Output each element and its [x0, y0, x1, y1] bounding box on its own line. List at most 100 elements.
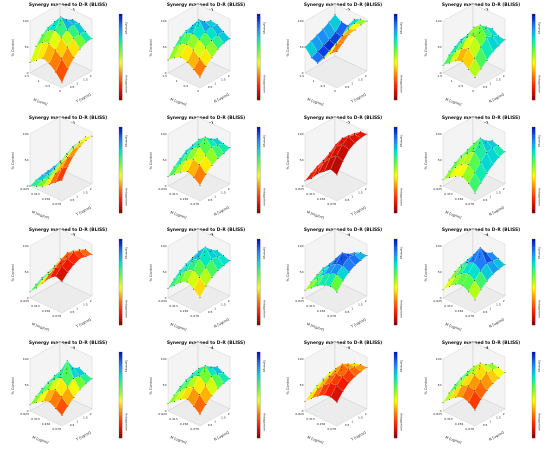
data-point — [78, 140, 80, 142]
legend-antagonism-label: Antagonism — [400, 75, 404, 93]
colorbar-step — [256, 91, 260, 94]
colorbar-step — [531, 254, 535, 257]
colorbar-step — [119, 392, 123, 395]
x-axis-label: T [ug/ml] — [75, 430, 92, 442]
x-tick-label: 1 — [351, 419, 353, 423]
colorbar-step — [394, 80, 398, 83]
colorbar-step — [531, 392, 535, 395]
colorbar-step — [119, 137, 123, 140]
chart-title: Synergy mapped to D-R (BLISS) — [304, 2, 382, 8]
colorbar-step — [119, 74, 123, 77]
data-point — [479, 379, 481, 381]
colorbar-step — [531, 388, 535, 391]
z-tick-label: 100 — [298, 132, 304, 136]
z-tick-label: 0 — [164, 184, 166, 188]
data-point — [199, 413, 200, 415]
colorbar-step — [256, 305, 260, 308]
y-tick-label: 0.313 — [306, 304, 315, 308]
data-point — [204, 154, 206, 156]
data-point — [354, 29, 356, 31]
colorbar-step — [119, 320, 123, 324]
surface-panel: Synergy mapped to D-R (BLISS)MFCa4100500… — [275, 338, 412, 450]
surface — [304, 252, 368, 293]
colorbar-step — [119, 266, 123, 270]
y-tick-label: 0.156 — [42, 309, 51, 313]
colorbar-step — [394, 299, 398, 302]
colorbar-step — [394, 175, 398, 179]
data-point — [347, 362, 349, 364]
data-point — [60, 259, 62, 261]
colorbar-step — [394, 188, 398, 192]
colorbar-step — [531, 370, 535, 374]
colorbar-step — [394, 201, 398, 205]
data-point — [185, 263, 186, 265]
colorbar-step — [394, 163, 398, 166]
colorbar-step — [119, 178, 123, 181]
colorbar-step — [256, 14, 260, 17]
colorbar-step — [256, 22, 260, 25]
colorbar-step — [119, 381, 123, 384]
colorbar-step — [531, 89, 535, 92]
data-point — [85, 139, 87, 141]
data-point — [460, 38, 461, 40]
colorbar-step — [119, 22, 123, 25]
data-point — [53, 21, 55, 23]
y-tick-label: 0.313 — [169, 192, 178, 196]
data-point — [454, 270, 455, 272]
data-point — [323, 58, 325, 60]
data-point — [79, 33, 81, 35]
x-tick-label: 1 — [214, 194, 216, 198]
data-point — [216, 373, 218, 374]
data-point — [59, 161, 61, 163]
colorbar-step — [256, 251, 260, 255]
data-point — [479, 46, 481, 48]
colorbar-step — [119, 364, 123, 367]
data-point — [485, 371, 487, 373]
x-tick-label: 2 — [227, 299, 229, 303]
data-point — [479, 161, 481, 163]
y-tick-label: 0.5 — [46, 84, 51, 88]
data-point — [198, 277, 200, 278]
colorbar-step — [394, 18, 398, 21]
x-tick-label: 2 — [365, 411, 367, 415]
data-point — [473, 150, 475, 152]
data-point — [186, 281, 188, 283]
colorbar-step — [119, 299, 123, 302]
colorbar-step — [394, 388, 398, 391]
x-axis-label: T [ug/ml] — [75, 205, 92, 217]
colorbar-step — [119, 403, 123, 406]
colorbar-step — [531, 206, 535, 209]
colorbar-step — [394, 82, 398, 86]
data-point — [35, 287, 37, 289]
colorbar-step — [119, 383, 123, 387]
data-point — [322, 267, 324, 269]
y-tick-label: 0.078 — [52, 202, 61, 206]
y-axis-label: M [ug/ml] — [32, 435, 50, 445]
y-tick-label: 0.625 — [295, 187, 304, 191]
colorbar-step — [119, 368, 123, 372]
legend-antagonism-label: Antagonism — [537, 188, 541, 206]
data-point — [480, 68, 481, 70]
surface-chart: Synergy mapped to D-R (BLISS)MNCa2100500… — [424, 2, 542, 107]
data-point — [323, 56, 325, 58]
colorbar-step — [531, 297, 535, 300]
colorbar-step — [119, 82, 123, 86]
data-point — [492, 51, 493, 53]
colorbar-step — [256, 277, 260, 281]
data-point — [460, 378, 462, 380]
data-point — [203, 138, 205, 140]
colorbar-step — [256, 288, 260, 291]
colorbar-step — [394, 303, 398, 306]
data-point — [54, 378, 56, 379]
z-axis-label: % Control — [286, 377, 290, 394]
colorbar-step — [531, 245, 535, 248]
colorbar-step — [256, 150, 260, 153]
data-point — [223, 382, 224, 384]
data-point — [204, 47, 206, 49]
data-point — [334, 260, 336, 262]
x-tick-label: 2 — [90, 411, 92, 415]
colorbar-step — [119, 271, 123, 274]
data-point — [67, 165, 69, 167]
colorbar-step — [256, 93, 260, 96]
z-tick-label: 50 — [162, 45, 166, 49]
